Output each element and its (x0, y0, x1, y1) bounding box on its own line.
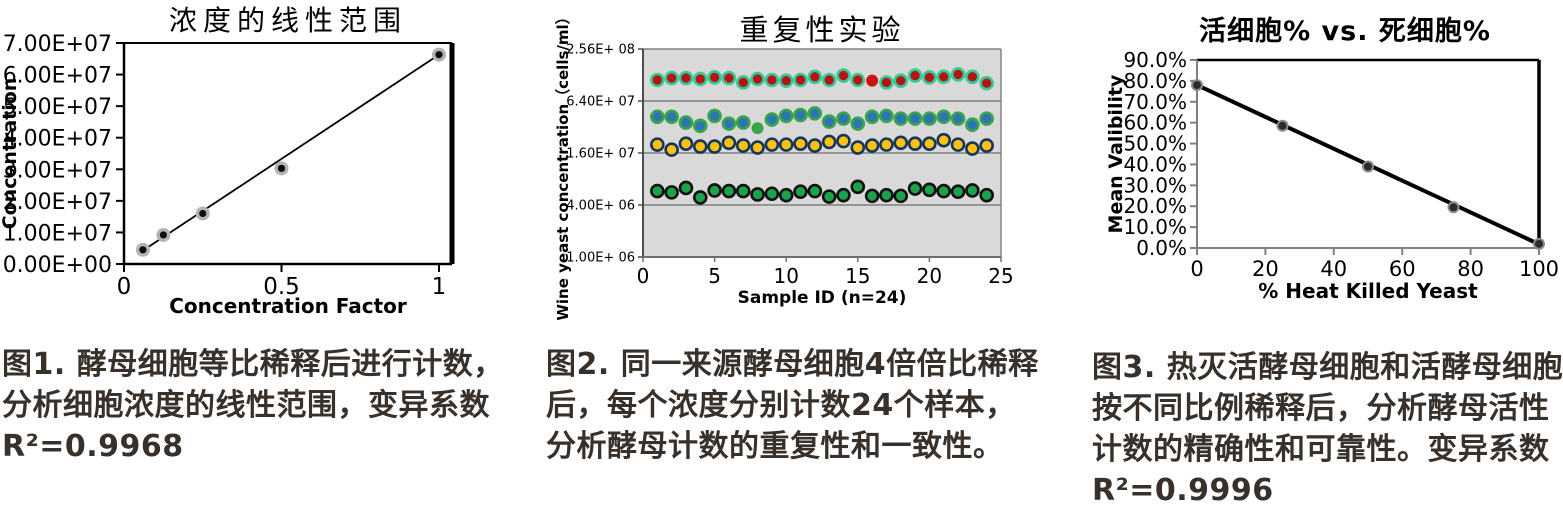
svg-text:0: 0 (1190, 257, 1203, 281)
svg-text:80.0%: 80.0% (1123, 69, 1187, 93)
svg-text:100: 100 (1519, 257, 1559, 281)
svg-text:20.0%: 20.0% (1123, 194, 1187, 218)
svg-text:30.0%: 30.0% (1123, 173, 1187, 197)
svg-text:0: 0 (117, 274, 132, 300)
svg-text:60.0%: 60.0% (1123, 111, 1187, 135)
svg-text:Mean Valibility: Mean Valibility (1105, 74, 1127, 233)
svg-text:4.00E+ 06: 4.00E+ 06 (566, 199, 635, 214)
svg-text:1.00E+ 06: 1.00E+ 06 (566, 251, 635, 266)
svg-text:3.00E+07: 3.00E+07 (3, 158, 112, 183)
svg-text:1: 1 (432, 274, 447, 300)
figure3-caption: 图3. 热灭活酵母细胞和活酵母细胞按不同比例稀释后，分析酵母活性计数的精确性和可… (1092, 350, 1563, 508)
svg-text:Concentration Factor: Concentration Factor (169, 294, 407, 318)
svg-text:10: 10 (773, 264, 798, 288)
svg-text:Sample ID (n=24): Sample ID (n=24) (738, 288, 907, 308)
svg-text:活细胞% vs. 死细胞%: 活细胞% vs. 死细胞% (1199, 15, 1491, 47)
svg-text:60: 60 (1389, 257, 1416, 281)
svg-text:40.0%: 40.0% (1123, 152, 1187, 176)
svg-text:1.00E+07: 1.00E+07 (3, 221, 112, 246)
viability-chart: 0.0%10.0%20.0%30.0%40.0%50.0%60.0%70.0%8… (1105, 15, 1559, 303)
svg-text:7.00E+07: 7.00E+07 (3, 32, 112, 57)
svg-text:0.5: 0.5 (263, 274, 300, 300)
linearity-chart: 0.00E+00 1.00E+07 2.00E+07 3.00E+07 4.00E+07… (0, 4, 455, 318)
svg-text:2.56E+ 08: 2.56E+ 08 (566, 43, 635, 58)
svg-text:浓度的线性范围: 浓度的线性范围 (169, 4, 407, 37)
svg-text:6.40E+ 07: 6.40E+ 07 (566, 95, 635, 110)
svg-text:15: 15 (845, 264, 870, 288)
svg-text:重复性实验: 重复性实验 (739, 13, 904, 47)
svg-text:0: 0 (637, 264, 650, 288)
svg-text:5.00E+07: 5.00E+07 (3, 95, 112, 120)
figure2-container: 1.00E+ 06 4.00E+ 06 1.60E+ 07 6.40E+ 07 2.56… (540, 0, 1040, 334)
svg-text:20: 20 (1252, 257, 1279, 281)
svg-text:10.0%: 10.0% (1123, 215, 1187, 239)
svg-text:0.00E+00: 0.00E+00 (3, 253, 112, 278)
svg-text:Wine yeast concentration（cells: Wine yeast concentration（cells/ml） (554, 9, 572, 320)
svg-text:5: 5 (708, 264, 721, 288)
svg-text:4.00E+07: 4.00E+07 (3, 127, 112, 152)
svg-text:Concentration: Concentration (0, 78, 21, 230)
svg-text:70.0%: 70.0% (1123, 90, 1187, 114)
svg-text:50.0%: 50.0% (1123, 132, 1187, 156)
repeatability-chart: 1.00E+ 06 4.00E+ 06 1.60E+ 07 6.40E+ 07 2.56… (554, 9, 1014, 320)
svg-text:1.60E+ 07: 1.60E+ 07 (566, 147, 635, 162)
figure1-container: 0.00E+00 1.00E+07 2.00E+07 3.00E+07 4.00E+07… (0, 0, 520, 334)
svg-text:40: 40 (1320, 257, 1347, 281)
svg-text:0.0%: 0.0% (1136, 236, 1187, 260)
svg-text:90.0%: 90.0% (1123, 48, 1187, 72)
figure2-caption: 图2. 同一来源酵母细胞4倍倍比稀释后，每个浓度分别计数24个样本，分析酵母计数… (546, 347, 1039, 464)
svg-text:2.00E+07: 2.00E+07 (3, 190, 112, 215)
svg-text:80: 80 (1457, 257, 1484, 281)
svg-text:% Heat Killed Yeast: % Heat Killed Yeast (1258, 279, 1478, 303)
svg-text:20: 20 (917, 264, 942, 288)
figure3-container: 0.0% 10.0% 20.0% 30.0% 40.0% 50.0% 60.0% 70.0% 8… (1060, 0, 1563, 334)
svg-text:6.00E+07: 6.00E+07 (3, 64, 112, 89)
figure1-caption: 图1. 酵母细胞等比稀释后进行计数，分析细胞浓度的线性范围，变异系数R²=0.9… (2, 347, 504, 464)
svg-text:25: 25 (988, 264, 1013, 288)
